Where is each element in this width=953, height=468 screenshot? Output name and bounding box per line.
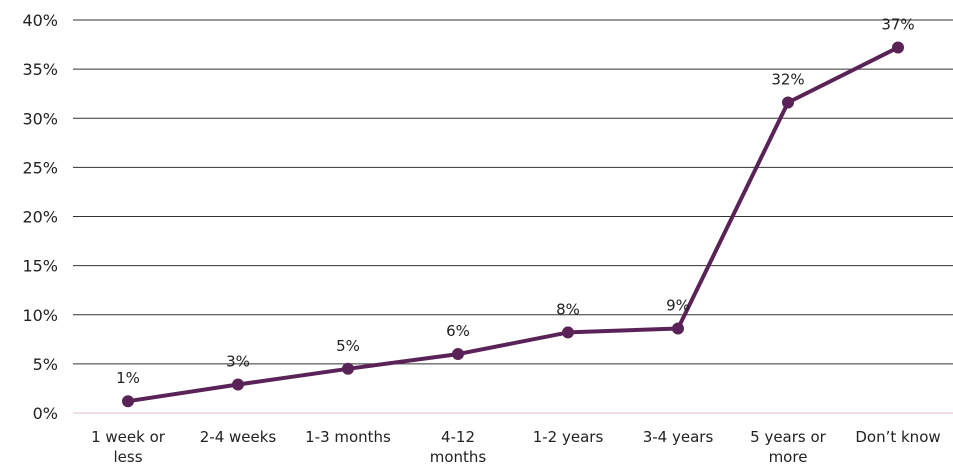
x-tick-label: 1-2 years [533, 428, 604, 446]
series-layer [122, 41, 904, 408]
gridlines [73, 19, 953, 414]
x-tick-label: 2-4 weeks [200, 428, 277, 446]
data-point [232, 378, 244, 391]
x-tick-label-line: 1-3 months [305, 428, 391, 446]
y-tick-label: 0% [33, 404, 58, 423]
data-label: 5% [336, 337, 360, 355]
data-point [562, 326, 574, 339]
x-axis: 1 week or less 2-4 weeks 1-3 months 4-12 mont… [91, 428, 941, 466]
x-tick-label-line: 2-4 weeks [200, 428, 277, 446]
x-tick-label-line: 3-4 years [643, 428, 714, 446]
series-line [126, 45, 900, 404]
x-tick-label: Don’t know [855, 428, 940, 446]
y-tick-label: 40% [22, 11, 58, 30]
x-tick-label-line: less [113, 448, 142, 466]
x-tick-label: 1-3 months [305, 428, 391, 446]
x-tick-label: 5 years or more [750, 428, 827, 466]
x-tick-label: 1 week or less [91, 428, 166, 466]
x-tick-label: 4-12 months [430, 428, 487, 466]
x-tick-label-line: more [769, 448, 808, 466]
data-labels: 1% 3% 5% 6% 8% 9% 32% 37% [116, 16, 915, 388]
data-label: 1% [116, 369, 140, 387]
data-label: 32% [771, 71, 804, 89]
x-tick-label-line: 1-2 years [533, 428, 604, 446]
y-axis: 0% 5% 10% 15% 20% 25% 30% 35% 40% [22, 11, 58, 423]
y-tick-label: 20% [22, 208, 58, 227]
data-point [782, 96, 794, 109]
data-point [122, 395, 134, 408]
data-label: 3% [226, 353, 250, 371]
data-label: 9% [666, 297, 690, 315]
x-tick-label-line: 5 years or [750, 428, 827, 446]
y-tick-label: 5% [33, 355, 58, 374]
data-label: 6% [446, 322, 470, 340]
y-tick-label: 25% [22, 158, 58, 177]
x-tick-label-line: months [430, 448, 487, 466]
x-tick-label-line: 4-12 [441, 428, 475, 446]
x-tick-label-line: 1 week or [91, 428, 166, 446]
data-label: 8% [556, 300, 580, 318]
y-tick-label: 30% [22, 109, 58, 128]
data-point [452, 348, 464, 361]
x-tick-label: 3-4 years [643, 428, 714, 446]
y-tick-label: 10% [22, 306, 58, 325]
y-tick-label: 35% [22, 60, 58, 79]
data-point [892, 41, 904, 54]
data-point [672, 322, 684, 335]
data-label: 37% [881, 16, 914, 34]
x-tick-label-line: Don’t know [855, 428, 940, 446]
data-point [342, 362, 354, 375]
y-tick-label: 15% [22, 257, 58, 276]
